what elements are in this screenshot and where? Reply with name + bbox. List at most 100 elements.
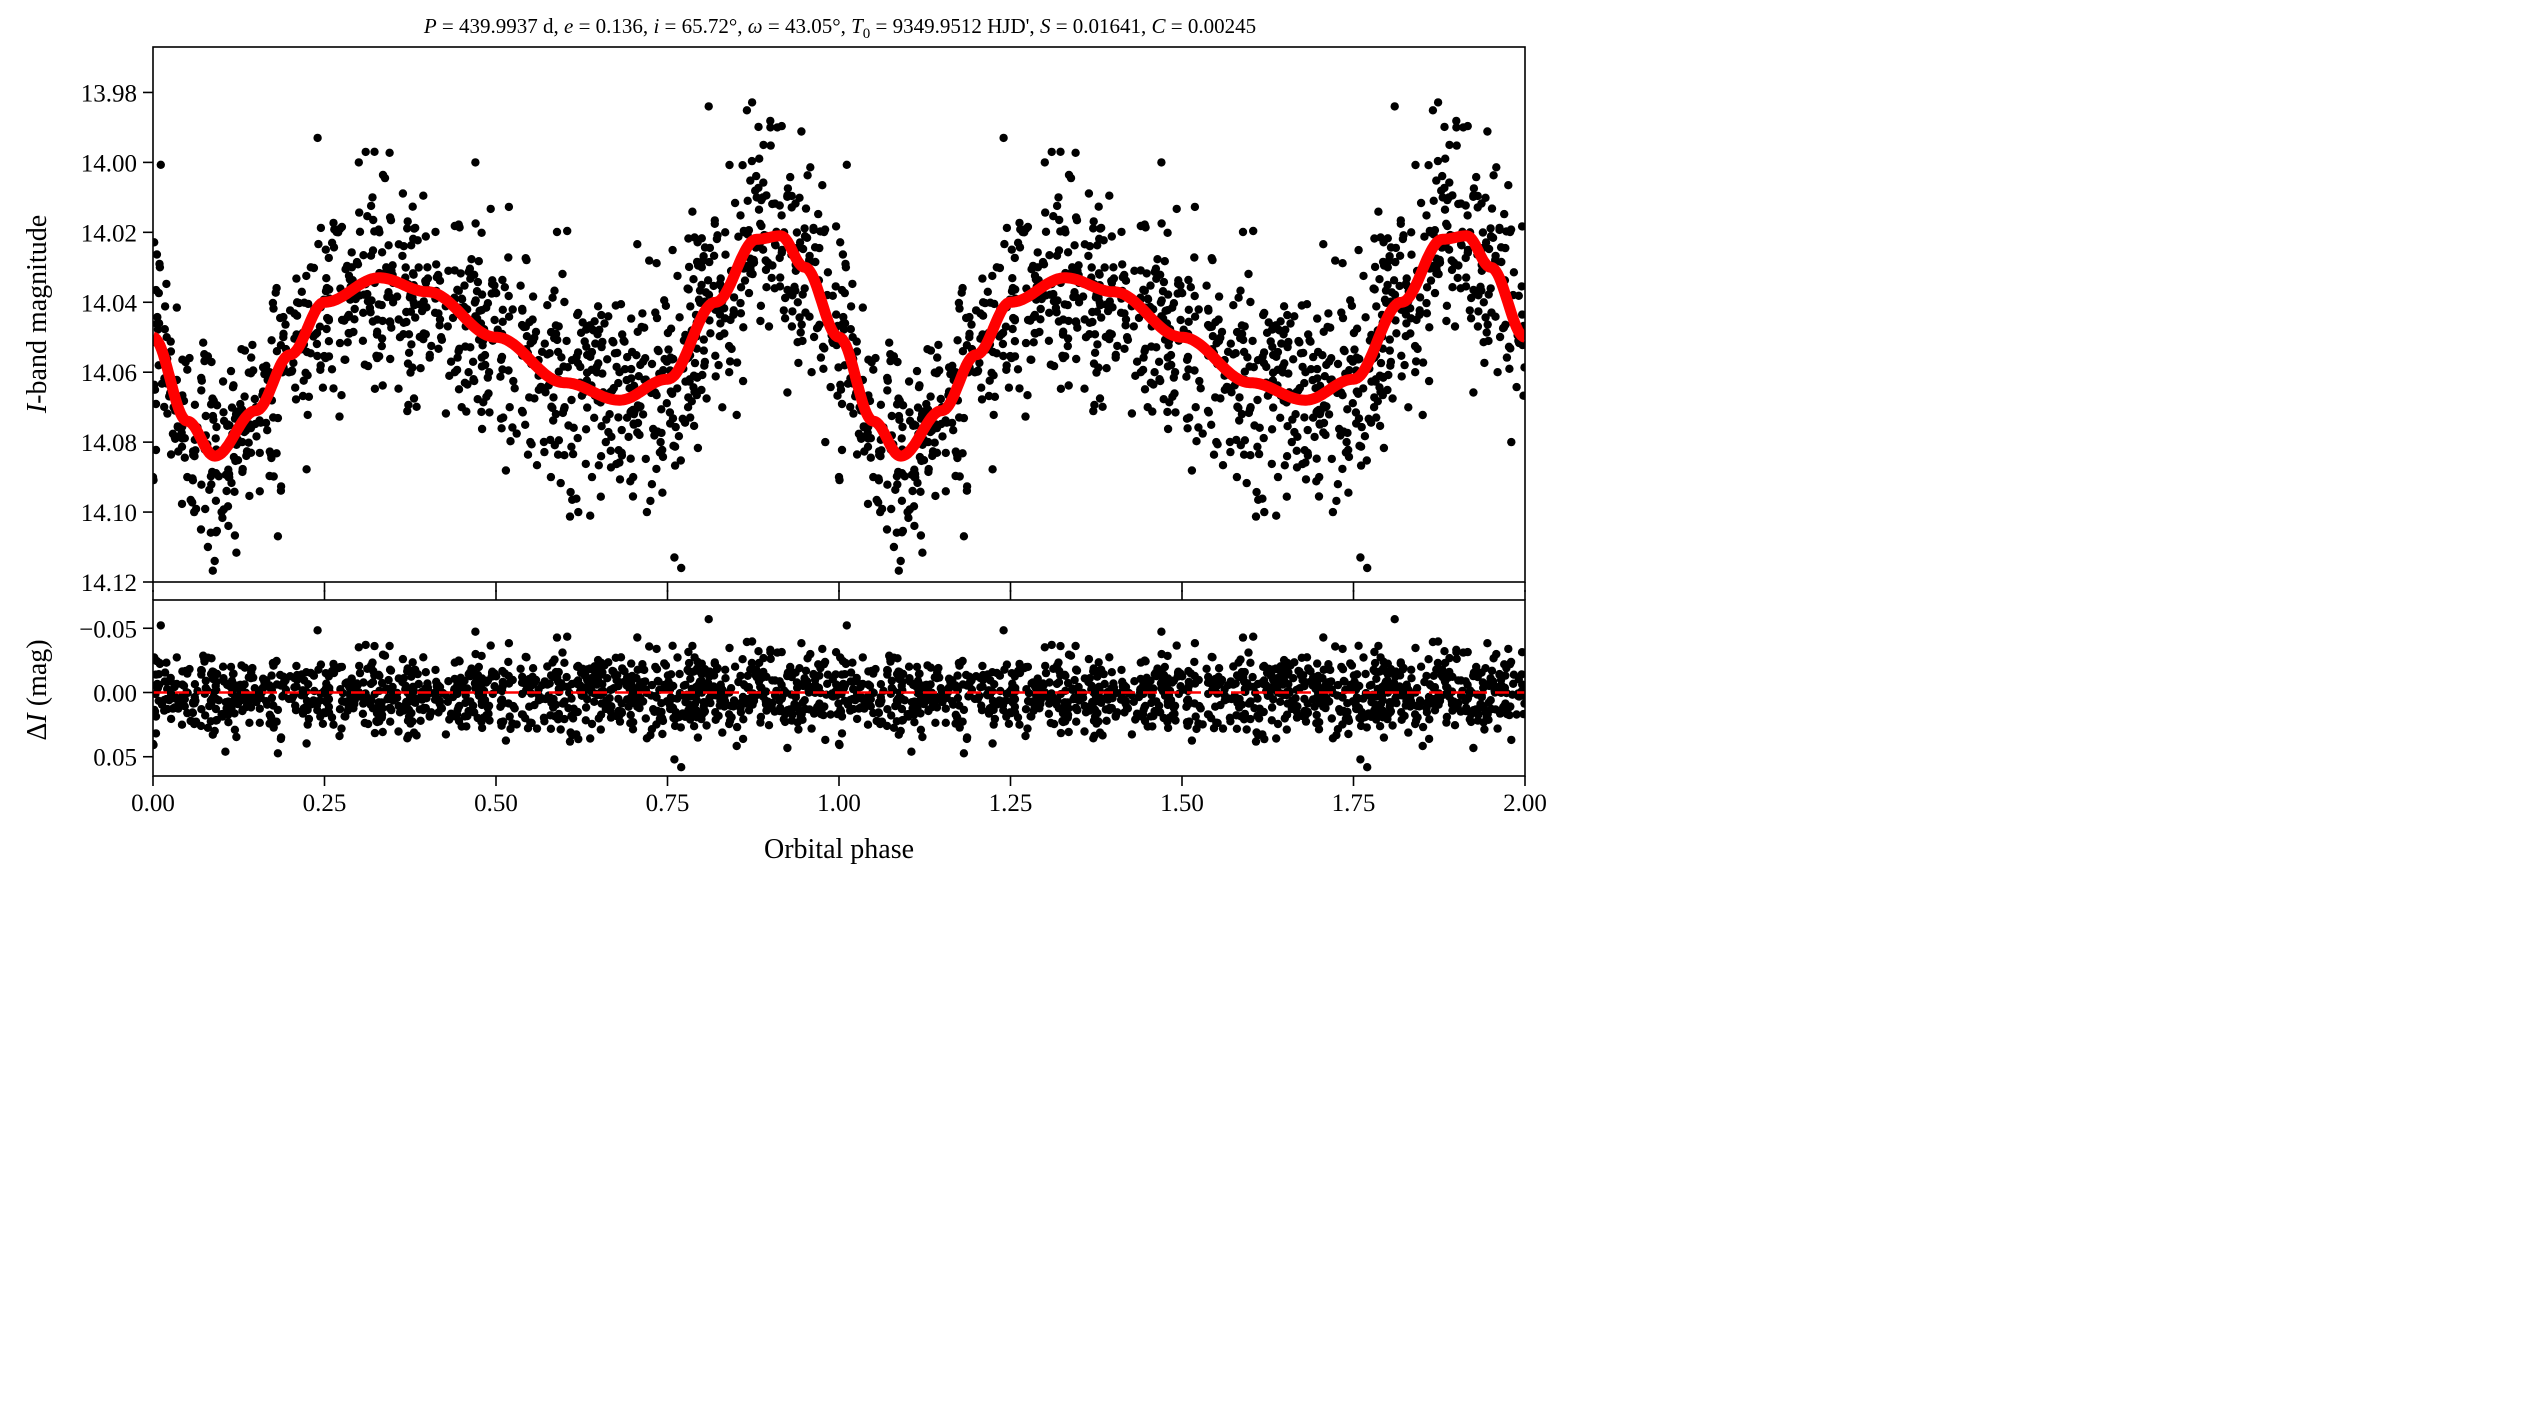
residual-point [653, 676, 662, 686]
data-point [1383, 263, 1393, 272]
data-point [798, 244, 808, 254]
residual-point [265, 710, 274, 719]
data-point [639, 357, 648, 366]
residual-point [978, 682, 987, 691]
data-point [1295, 383, 1305, 393]
residual-point [992, 668, 1001, 678]
data-point [1289, 355, 1298, 364]
data-point [1370, 234, 1379, 243]
data-point [1442, 219, 1451, 228]
residual-point [937, 687, 947, 696]
data-point [1323, 322, 1332, 332]
data-point [738, 376, 748, 386]
data-point [809, 332, 819, 342]
data-point [464, 368, 473, 377]
residual-point [848, 658, 857, 667]
data-point [646, 496, 655, 506]
data-point [341, 265, 350, 274]
data-point [965, 333, 974, 342]
data-point [174, 447, 183, 456]
data-point [1052, 201, 1062, 211]
data-point [409, 234, 418, 243]
residual-point [645, 642, 654, 651]
data-point [434, 309, 443, 318]
residual-point [1512, 710, 1521, 719]
residual-point [226, 662, 236, 672]
residual-point [228, 669, 238, 679]
data-point [221, 606, 229, 614]
data-point [454, 286, 463, 295]
data-point [321, 287, 331, 296]
residual-point [178, 667, 187, 676]
residual-point [1238, 633, 1248, 642]
data-point [1407, 250, 1416, 259]
residual-point [1172, 641, 1181, 650]
data-point [999, 133, 1008, 143]
residual-point [683, 709, 693, 718]
data-point [573, 433, 582, 443]
data-point [1143, 403, 1152, 412]
data-point [506, 437, 515, 446]
data-point [208, 394, 217, 403]
residual-point [1021, 705, 1031, 714]
data-point [809, 223, 818, 233]
residual-point [951, 710, 960, 719]
residual-point [1310, 702, 1319, 711]
data-point [629, 420, 638, 429]
residual-point [550, 712, 559, 721]
residual-point [245, 718, 254, 727]
data-point [635, 430, 644, 440]
data-point [316, 223, 326, 233]
data-point [434, 344, 443, 353]
data-point [1140, 286, 1150, 295]
data-point [1134, 313, 1144, 323]
data-point [1296, 349, 1306, 358]
residual-point [1286, 661, 1295, 670]
data-point [1246, 403, 1255, 412]
residual-point [1295, 684, 1305, 693]
data-point [1164, 341, 1173, 350]
residual-point [1411, 643, 1420, 653]
residual-point [1190, 671, 1199, 681]
residual-point [1397, 688, 1406, 697]
residual-point [1262, 681, 1271, 690]
data-point [1208, 255, 1217, 265]
data-point [713, 231, 722, 240]
data-point [1445, 178, 1454, 187]
data-point [1278, 362, 1287, 371]
data-point [775, 253, 784, 263]
residual-point [354, 643, 363, 652]
data-point [482, 392, 491, 401]
residual-point [752, 672, 761, 682]
residual-point [893, 654, 902, 663]
data-point [896, 556, 905, 566]
residual-point [852, 714, 862, 724]
residual-point [978, 661, 987, 671]
residual-point [864, 667, 873, 676]
data-point [959, 413, 969, 423]
data-point [866, 453, 875, 462]
residual-point [818, 644, 827, 654]
data-point [1338, 391, 1347, 400]
residual-point [272, 680, 282, 689]
data-point [416, 364, 425, 373]
data-point [1441, 154, 1450, 163]
residual-point [1095, 693, 1104, 702]
data-point [1315, 472, 1324, 482]
residual-point [518, 689, 527, 699]
residual-point [924, 706, 933, 716]
data-point [504, 312, 514, 321]
data-point [1027, 265, 1036, 274]
residual-point [1372, 674, 1381, 683]
data-point [273, 532, 283, 541]
data-point [1040, 158, 1050, 167]
data-point [955, 472, 964, 481]
data-point [1093, 340, 1102, 349]
residual-point [432, 677, 441, 686]
data-point [344, 310, 353, 320]
data-point [1007, 245, 1016, 254]
data-point [1410, 341, 1420, 351]
data-point [1072, 318, 1081, 327]
x-tick-label: 0.75 [646, 790, 690, 817]
residual-point [1236, 672, 1245, 682]
